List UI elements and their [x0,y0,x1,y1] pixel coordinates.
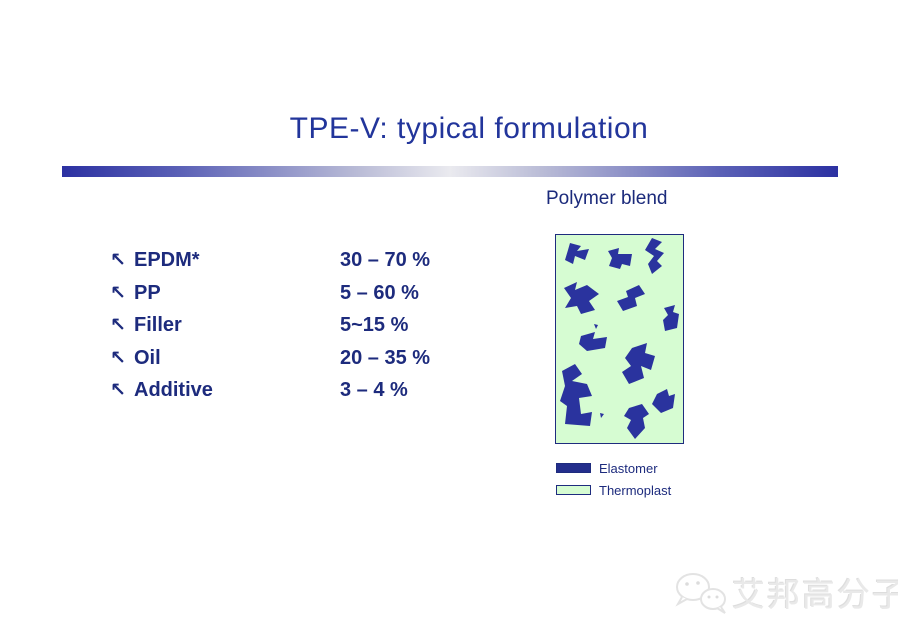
component-range: 30 – 70 % [340,249,431,271]
formulation-list: ↖ EPDM* 30 – 70 % ↖ PP 5 – 60 % ↖ Filler 5~… [110,244,510,407]
component-label: Filler [134,314,182,337]
nw-arrow-bullet-icon: ↖ [110,282,126,304]
thermoplast-swatch [556,485,591,495]
component-range: 20 – 35 % [340,346,431,369]
title-divider [62,166,838,177]
legend-label-thermoplast: Thermoplast [599,482,672,498]
component-range: 5 – 60 % [340,281,419,304]
component-label: Additive [134,379,213,402]
slide-title: TPE-V: typical formulation [289,112,649,145]
formulation-item: ↖ Filler 5~15 % [110,309,510,342]
legend: Elastomer Thermoplast [556,457,671,501]
nw-arrow-bullet-icon: ↖ [110,380,126,402]
watermark-text: 艾邦高分子 [732,576,898,613]
polymer-blend-image [555,234,684,444]
watermark: 艾邦高分子 [672,568,898,616]
formulation-item: ↖ PP 5 – 60 % [110,277,510,310]
component-label: PP [134,281,161,304]
formulation-item: ↖ Additive 3 – 4 % [110,374,510,407]
component-range: 3 – 4 % [340,379,408,402]
formulation-item: ↖ EPDM* 30 – 70 % [110,244,510,277]
formulation-item: ↖ Oil 20 – 35 % [110,342,510,375]
diagram-caption: Polymer blend [546,188,668,209]
wechat-logo-icon [675,573,726,614]
nw-arrow-bullet-icon: ↖ [110,315,126,337]
blend-morphology-svg [560,238,679,439]
component-label: EPDM* [134,249,200,271]
legend-label-elastomer: Elastomer [599,460,658,476]
legend-item-elastomer: Elastomer [556,457,671,479]
component-range: 5~15 % [340,314,409,337]
nw-arrow-bullet-icon: ↖ [110,250,126,271]
elastomer-swatch [556,463,591,473]
nw-arrow-bullet-icon: ↖ [110,347,126,369]
legend-item-thermoplast: Thermoplast [556,479,671,501]
component-label: Oil [134,346,161,369]
